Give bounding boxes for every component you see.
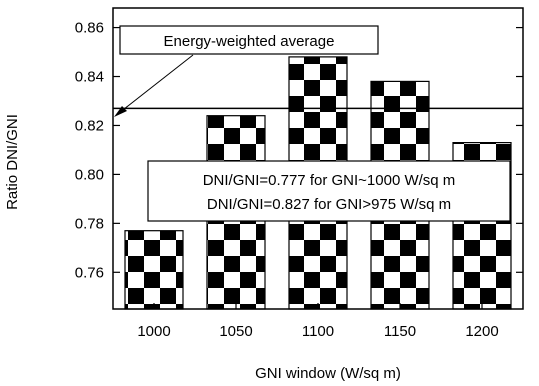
x-tick-label-1000: 1000 — [137, 323, 170, 340]
bar-1000 — [124, 230, 184, 310]
x-tick-label-1100: 1100 — [302, 323, 334, 340]
y-axis: 0.76 0.78 0.80 0.82 0.84 0.86 — [75, 20, 523, 281]
y-tick-label-1: 0.78 — [75, 215, 104, 232]
callout-text: Energy-weighted average — [164, 33, 335, 50]
y-tick-label-0: 0.76 — [75, 264, 104, 281]
y-tick-label-5: 0.86 — [75, 20, 104, 37]
info-box — [147, 160, 511, 222]
info-line-1: DNI/GNI=0.777 for GNI~1000 W/sq m — [203, 172, 456, 189]
info-line-2: DNI/GNI=0.827 for GNI>975 W/sq m — [207, 196, 451, 213]
x-tick-label-1050: 1050 — [219, 323, 252, 340]
x-tick-label-1200: 1200 — [465, 323, 498, 340]
y-tick-label-2: 0.80 — [75, 166, 104, 183]
x-axis-title: GNI window (W/sq m) — [255, 365, 401, 382]
arrowhead-icon — [114, 106, 127, 117]
y-tick-label-4: 0.84 — [75, 69, 104, 86]
x-tick-label-1150: 1150 — [384, 323, 416, 340]
y-tick-label-3: 0.82 — [75, 117, 104, 134]
energy-weighted-average-callout: Energy-weighted average — [114, 25, 379, 117]
callout-arrow — [118, 54, 194, 114]
x-axis: 1000 1050 1100 1150 1200 — [137, 303, 499, 340]
callout-box — [119, 25, 379, 55]
y-axis-title: Ratio DNI/GNI — [4, 114, 21, 210]
ratio-info-box: DNI/GNI=0.777 for GNI~1000 W/sq m DNI/GN… — [147, 160, 511, 222]
